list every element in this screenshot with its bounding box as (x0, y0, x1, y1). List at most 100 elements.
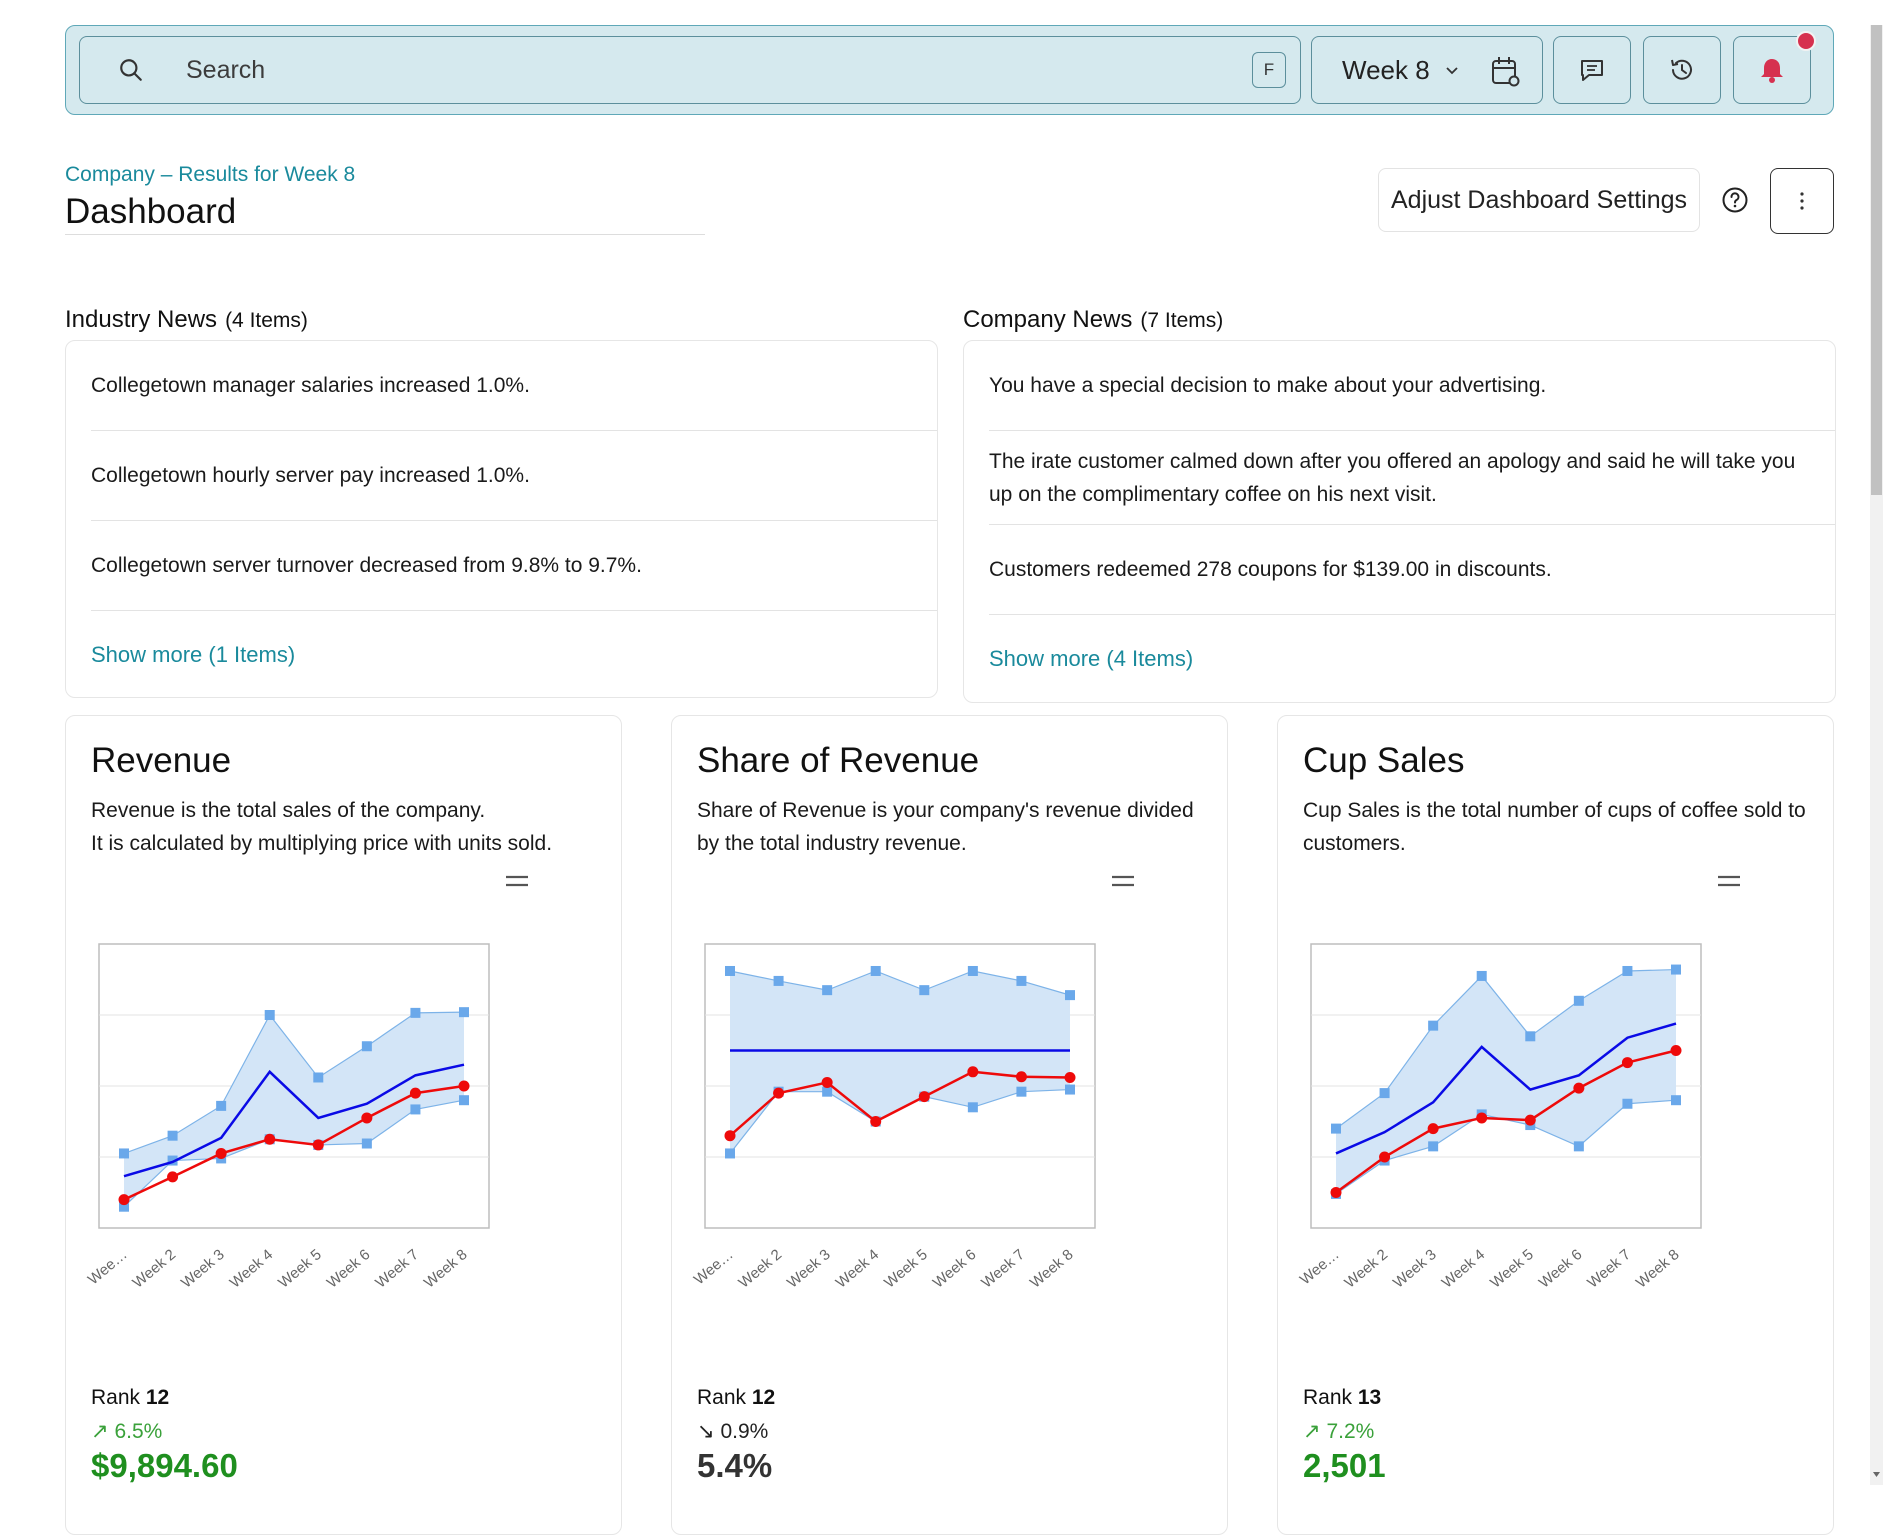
company-point (312, 1139, 324, 1151)
industry-news-heading: Industry News (4 Items) (65, 306, 308, 334)
max-point (919, 985, 930, 996)
change-value: 6.5% (114, 1420, 163, 1443)
news-item: Collegetown hourly server pay increased … (91, 431, 937, 521)
chart-menu-icon[interactable] (1110, 873, 1136, 889)
company-point (1573, 1082, 1585, 1094)
max-point (1331, 1123, 1341, 1134)
min-point (1065, 1084, 1075, 1095)
news-item-text: The irate customer calmed down after you… (989, 449, 1796, 506)
history-icon (1671, 59, 1692, 80)
x-tick-label: Week 6 (324, 1246, 374, 1292)
news-item: You have a special decision to make abou… (989, 341, 1835, 431)
change-indicator: ↘ 0.9% (697, 1419, 768, 1444)
search-bar[interactable]: F (79, 36, 1301, 104)
chart-menu-icon[interactable] (1716, 873, 1742, 889)
company-point (1015, 1071, 1027, 1083)
more-options-button[interactable] (1770, 168, 1834, 234)
company-point (773, 1087, 785, 1099)
company-point (967, 1066, 979, 1078)
x-tick-label: Week 3 (784, 1246, 834, 1292)
x-tick-label: Wee… (691, 1246, 737, 1288)
messages-button[interactable] (1553, 36, 1631, 104)
message-icon (1581, 60, 1603, 81)
max-point (1379, 1088, 1390, 1099)
max-point (459, 1007, 469, 1018)
rank-label: Rank 13 (1303, 1386, 1381, 1410)
rank-label: Rank 12 (91, 1386, 169, 1410)
x-tick-label: Week 5 (881, 1246, 931, 1292)
breadcrumb[interactable]: Company – Results for Week 8 (65, 163, 356, 186)
rank-value: 12 (145, 1386, 170, 1409)
min-point (459, 1095, 469, 1106)
week-label: Week 8 (1342, 54, 1430, 85)
metric-value: 2,501 (1303, 1447, 1386, 1484)
search-input[interactable] (184, 54, 1088, 86)
company-line (1335, 1049, 1677, 1194)
rank-value: 13 (1357, 1386, 1382, 1409)
x-tick-label: Week 3 (178, 1246, 228, 1292)
company-point (215, 1147, 227, 1159)
calendar-icon[interactable] (1490, 55, 1520, 87)
max-point (216, 1100, 227, 1111)
help-icon[interactable] (1721, 186, 1749, 214)
x-tick-label: Week 2 (735, 1246, 785, 1292)
change-indicator: ↗ 6.5% (91, 1419, 162, 1444)
search-shortcut-badge: F (1252, 52, 1286, 88)
news-item: Collegetown server turnover decreased fr… (91, 521, 937, 611)
company-point (1427, 1123, 1439, 1135)
cup-sales-card: Cup Sales Cup Sales is the total number … (1277, 715, 1834, 1535)
min-point (1622, 1098, 1633, 1109)
chart-menu-icon[interactable] (504, 873, 530, 889)
max-point (119, 1148, 129, 1159)
max-point (167, 1130, 178, 1141)
trending-down-icon: ↘ (697, 1420, 715, 1443)
title-divider (65, 234, 705, 235)
average-line (1335, 1022, 1677, 1155)
min-point (822, 1086, 833, 1097)
industry-news-show-more-link[interactable]: Show more (1 Items) (91, 642, 296, 667)
x-tick-label: Week 5 (275, 1246, 325, 1292)
max-line (729, 970, 1071, 996)
notifications-button[interactable] (1733, 31, 1816, 104)
max-point (1525, 1031, 1536, 1042)
x-tick-label: Week 6 (1536, 1246, 1586, 1292)
max-point (410, 1007, 421, 1018)
change-value: 7.2% (1326, 1420, 1375, 1443)
share-of-revenue-card: Share of Revenue Share of Revenue is you… (671, 715, 1228, 1535)
revenue-card: Revenue Revenue is the total sales of th… (65, 715, 622, 1535)
news-item: Customers redeemed 278 coupons for $139.… (989, 525, 1835, 615)
company-point (1670, 1045, 1682, 1056)
company-news-title: Company News (963, 306, 1133, 333)
week-selector[interactable]: Week 8 (1311, 36, 1543, 104)
max-point (1671, 964, 1681, 975)
bell-icon (1761, 59, 1783, 83)
company-point (1621, 1057, 1633, 1069)
news-item-text: Collegetown hourly server pay increased … (91, 464, 530, 487)
x-tick-label: Week 4 (227, 1246, 277, 1292)
company-news-show-more-link[interactable]: Show more (4 Items) (989, 645, 1194, 671)
scroll-down-arrow-icon[interactable] (1870, 1468, 1883, 1481)
metric-title: Revenue (91, 741, 232, 780)
max-point (1065, 990, 1075, 1001)
x-tick-label: Week 5 (1487, 1246, 1537, 1292)
company-news-count: (7 Items) (1140, 309, 1224, 332)
max-point (822, 985, 833, 996)
company-point (118, 1194, 130, 1206)
scrollbar-thumb[interactable] (1871, 25, 1882, 495)
min-point (967, 1102, 978, 1113)
history-button[interactable] (1643, 36, 1721, 104)
adjust-dashboard-settings-button[interactable]: Adjust Dashboard Settings (1378, 168, 1701, 232)
company-point (870, 1116, 882, 1127)
max-point (725, 965, 735, 976)
company-point (264, 1133, 276, 1145)
company-point (409, 1087, 421, 1099)
rank-text: Rank (91, 1386, 141, 1409)
rank-text: Rank (1303, 1386, 1353, 1409)
change-indicator: ↗ 7.2% (1303, 1419, 1374, 1444)
x-tick-label: Week 8 (1027, 1246, 1077, 1292)
change-value: 0.9% (720, 1420, 769, 1443)
min-point (1428, 1141, 1439, 1152)
max-point (1476, 970, 1487, 981)
